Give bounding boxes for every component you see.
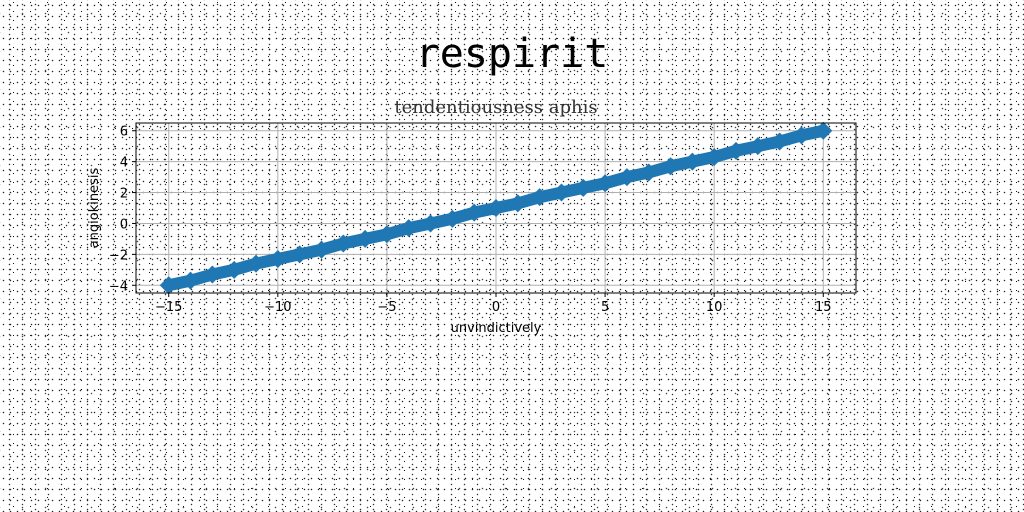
data-point-marker <box>203 265 222 284</box>
data-point-marker <box>399 219 418 238</box>
data-point-marker <box>421 214 440 233</box>
data-point-marker <box>334 234 353 253</box>
data-point-marker <box>574 178 593 197</box>
chart-title: tendentiousness aphis <box>394 97 597 118</box>
y-tick-label: 2 <box>120 187 128 202</box>
data-point-marker <box>530 188 549 207</box>
x-tick-label: 5 <box>601 300 609 315</box>
data-point-marker <box>792 126 811 145</box>
data-point-marker <box>312 240 331 259</box>
data-point-marker <box>159 276 178 295</box>
data-point-marker <box>268 250 287 268</box>
data-point-marker <box>770 132 789 151</box>
x-tick-label: 10 <box>706 300 723 315</box>
data-point-marker <box>617 168 636 187</box>
series-line <box>159 121 833 295</box>
y-tick-label: 4 <box>120 156 128 171</box>
data-point-marker <box>748 137 767 156</box>
grid <box>136 123 856 293</box>
x-tick-label: −10 <box>264 300 291 315</box>
x-tick-label: −5 <box>377 300 396 315</box>
y-axis-label: angiokinesis <box>87 167 102 248</box>
data-point-marker <box>683 152 702 171</box>
y-tick-label: 0 <box>120 217 128 232</box>
data-point-marker <box>727 141 745 160</box>
y-tick-label: 6 <box>120 125 128 140</box>
data-point-marker <box>487 199 505 217</box>
x-tick-label: 0 <box>492 300 500 315</box>
x-axis-label: unvindictively <box>451 321 542 336</box>
y-tick-label: −2 <box>109 248 128 263</box>
chart-suptitle: respirit <box>415 31 609 77</box>
data-point-marker <box>705 148 724 166</box>
x-tick-label: 15 <box>815 300 832 315</box>
data-point-marker <box>181 271 200 290</box>
y-tick-label: −4 <box>109 279 128 294</box>
data-point-marker <box>814 121 833 140</box>
data-point-marker <box>508 194 527 213</box>
data-point-marker <box>596 174 615 193</box>
data-point-marker <box>377 225 396 244</box>
data-point-marker <box>247 254 265 273</box>
data-point-marker <box>465 203 484 222</box>
data-point-marker <box>552 183 571 202</box>
data-point-marker <box>443 209 462 228</box>
data-point-marker <box>639 163 658 182</box>
axis-ticks: −15 −10 −5 0 5 10 15 −4 −2 0 2 4 6 <box>109 125 832 315</box>
x-tick-label: −15 <box>155 300 182 315</box>
data-point-marker <box>661 157 680 176</box>
data-point-marker <box>290 245 309 264</box>
data-point-marker <box>225 260 244 279</box>
data-point-marker <box>356 229 375 248</box>
